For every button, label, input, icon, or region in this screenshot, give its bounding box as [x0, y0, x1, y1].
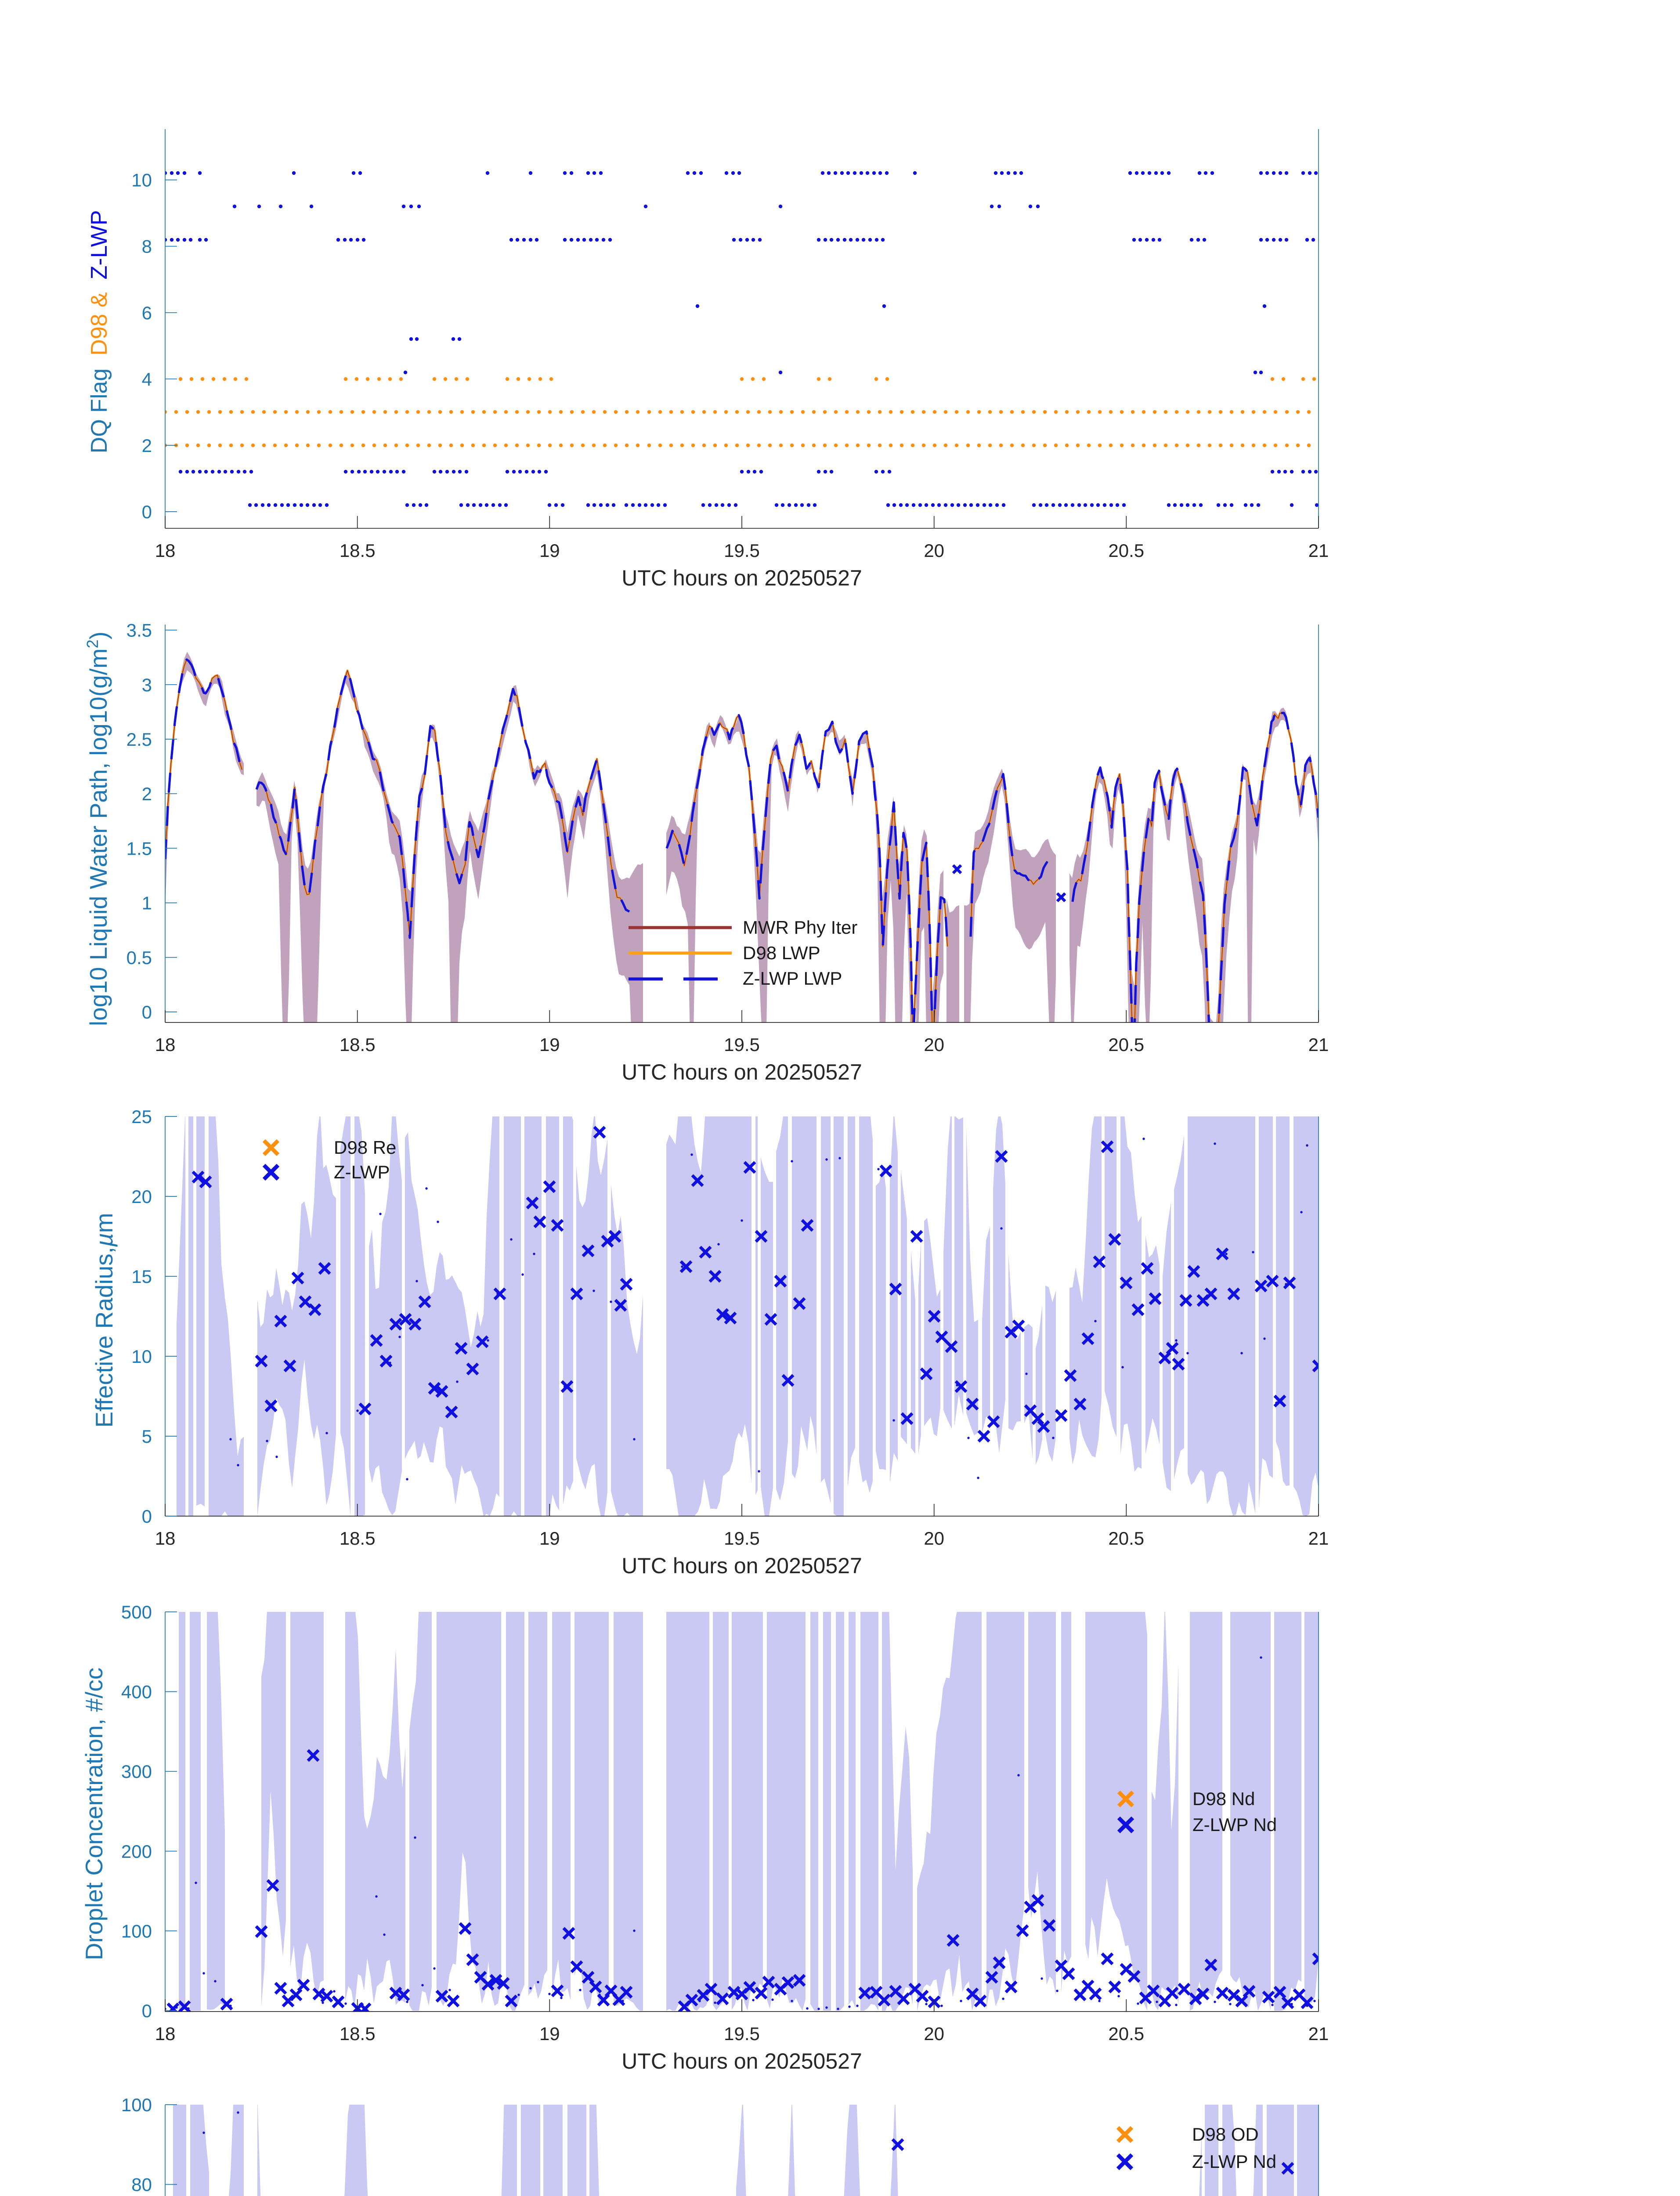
svg-text:20.5: 20.5	[1108, 2023, 1144, 2044]
svg-text:21: 21	[1308, 540, 1329, 561]
svg-text:8: 8	[142, 236, 152, 257]
svg-text:DQ Flag D98 & Z-LWP: DQ Flag D98 & Z-LWP	[87, 210, 112, 453]
svg-text:20.5: 20.5	[1108, 1528, 1144, 1549]
svg-text:18.5: 18.5	[340, 1034, 376, 1055]
svg-text:0: 0	[142, 1002, 152, 1022]
svg-text:20: 20	[924, 540, 944, 561]
svg-text:2.5: 2.5	[126, 729, 152, 750]
svg-text:Z-LWP LWP: Z-LWP LWP	[743, 968, 842, 989]
svg-text:D98 Nd: D98 Nd	[1192, 1788, 1255, 1809]
svg-text:20: 20	[924, 2023, 944, 2044]
svg-text:15: 15	[131, 1266, 152, 1287]
svg-text:1: 1	[142, 893, 152, 914]
svg-text:18.5: 18.5	[340, 1528, 376, 1549]
svg-text:80: 80	[131, 2174, 152, 2195]
svg-text:Z-LWP Nd: Z-LWP Nd	[1192, 1814, 1277, 1835]
svg-text:21: 21	[1308, 1034, 1329, 1055]
svg-text:18.5: 18.5	[340, 540, 376, 561]
svg-text:3.5: 3.5	[126, 620, 152, 641]
svg-text:20: 20	[924, 1528, 944, 1549]
svg-text:19: 19	[539, 1528, 560, 1549]
svg-text:D98 Re: D98 Re	[334, 1137, 396, 1158]
svg-text:Z-LWP Nd: Z-LWP Nd	[1192, 2151, 1276, 2172]
svg-text:0: 0	[142, 2001, 152, 2021]
svg-text:Z-LWP: Z-LWP	[334, 1162, 390, 1182]
svg-text:21: 21	[1308, 2023, 1329, 2044]
svg-text:Droplet Concentration, #/cc: Droplet Concentration, #/cc	[80, 1668, 108, 1960]
svg-text:1.5: 1.5	[126, 838, 152, 859]
svg-text:21: 21	[1308, 1528, 1329, 1549]
svg-text:Effective Radius,µm: Effective Radius,µm	[90, 1213, 118, 1427]
svg-text:19.5: 19.5	[724, 2023, 760, 2044]
svg-text:100: 100	[121, 2095, 152, 2115]
svg-text:18: 18	[155, 540, 176, 561]
svg-text:19: 19	[539, 2023, 560, 2044]
svg-text:UTC hours on 20250527: UTC hours on 20250527	[621, 1553, 862, 1578]
svg-text:UTC hours on 20250527: UTC hours on 20250527	[621, 566, 862, 590]
svg-text:10: 10	[131, 170, 152, 191]
svg-text:2: 2	[142, 435, 152, 456]
svg-text:0: 0	[142, 1506, 152, 1527]
svg-text:0: 0	[142, 502, 152, 522]
svg-text:19: 19	[539, 540, 560, 561]
svg-text:MWR Phy Iter: MWR Phy Iter	[743, 917, 857, 938]
svg-text:5: 5	[142, 1426, 152, 1447]
svg-text:4: 4	[142, 369, 152, 390]
svg-text:6: 6	[142, 303, 152, 323]
svg-text:18: 18	[155, 2023, 176, 2044]
svg-text:200: 200	[121, 1841, 152, 1862]
svg-text:19.5: 19.5	[724, 1528, 760, 1549]
svg-text:18: 18	[155, 1034, 176, 1055]
svg-text:19.5: 19.5	[724, 540, 760, 561]
svg-text:300: 300	[121, 1761, 152, 1782]
svg-text:19: 19	[539, 1034, 560, 1055]
svg-text:20.5: 20.5	[1108, 540, 1144, 561]
svg-text:20: 20	[131, 1186, 152, 1207]
svg-text:100: 100	[121, 1921, 152, 1941]
svg-text:D98 LWP: D98 LWP	[743, 943, 820, 963]
svg-text:400: 400	[121, 1682, 152, 1702]
svg-text:0.5: 0.5	[126, 947, 152, 968]
svg-text:3: 3	[142, 675, 152, 695]
svg-text:20: 20	[924, 1034, 944, 1055]
svg-text:18: 18	[155, 1528, 176, 1549]
svg-text:D98 OD: D98 OD	[1192, 2124, 1259, 2145]
svg-text:18.5: 18.5	[340, 2023, 376, 2044]
svg-text:500: 500	[121, 1602, 152, 1622]
svg-text:log10 Liquid Water Path, log10: log10 Liquid Water Path, log10(g/m2)	[83, 632, 112, 1026]
svg-text:19.5: 19.5	[724, 1034, 760, 1055]
svg-text:10: 10	[131, 1346, 152, 1367]
svg-text:20.5: 20.5	[1108, 1034, 1144, 1055]
svg-text:25: 25	[131, 1106, 152, 1127]
svg-text:UTC hours on 20250527: UTC hours on 20250527	[621, 1060, 862, 1084]
svg-text:2: 2	[142, 784, 152, 804]
svg-text:UTC hours on 20250527: UTC hours on 20250527	[621, 2049, 862, 2073]
